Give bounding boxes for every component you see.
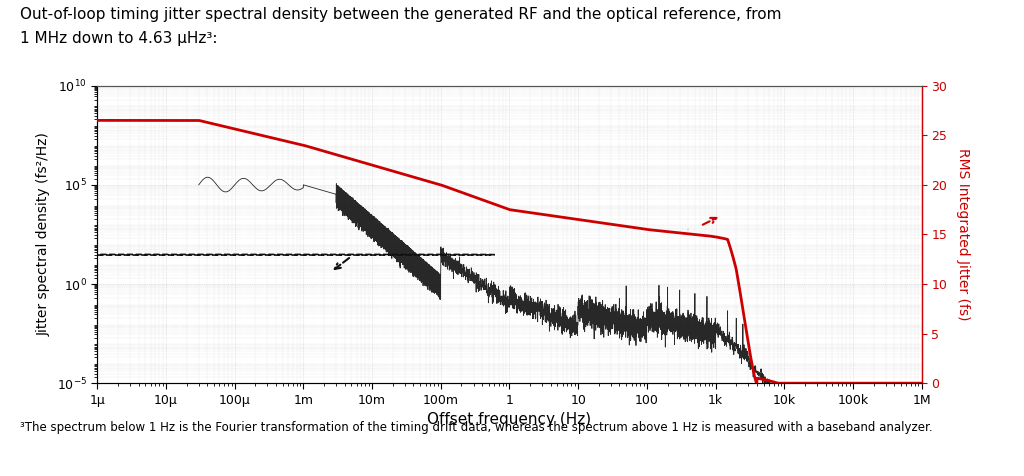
Y-axis label: Jitter spectral density (fs²/Hz): Jitter spectral density (fs²/Hz) [37,132,51,337]
X-axis label: Offset frequency (Hz): Offset frequency (Hz) [427,412,592,427]
Text: Out-of-loop timing jitter spectral density between the generated RF and the opti: Out-of-loop timing jitter spectral densi… [20,7,782,22]
Text: 1 MHz down to 4.63 μHz³:: 1 MHz down to 4.63 μHz³: [20,31,218,46]
Y-axis label: RMS Integrated Jitter (fs): RMS Integrated Jitter (fs) [955,148,970,321]
Text: ³The spectrum below 1 Hz is the Fourier transformation of the timing drift data,: ³The spectrum below 1 Hz is the Fourier … [20,421,933,434]
